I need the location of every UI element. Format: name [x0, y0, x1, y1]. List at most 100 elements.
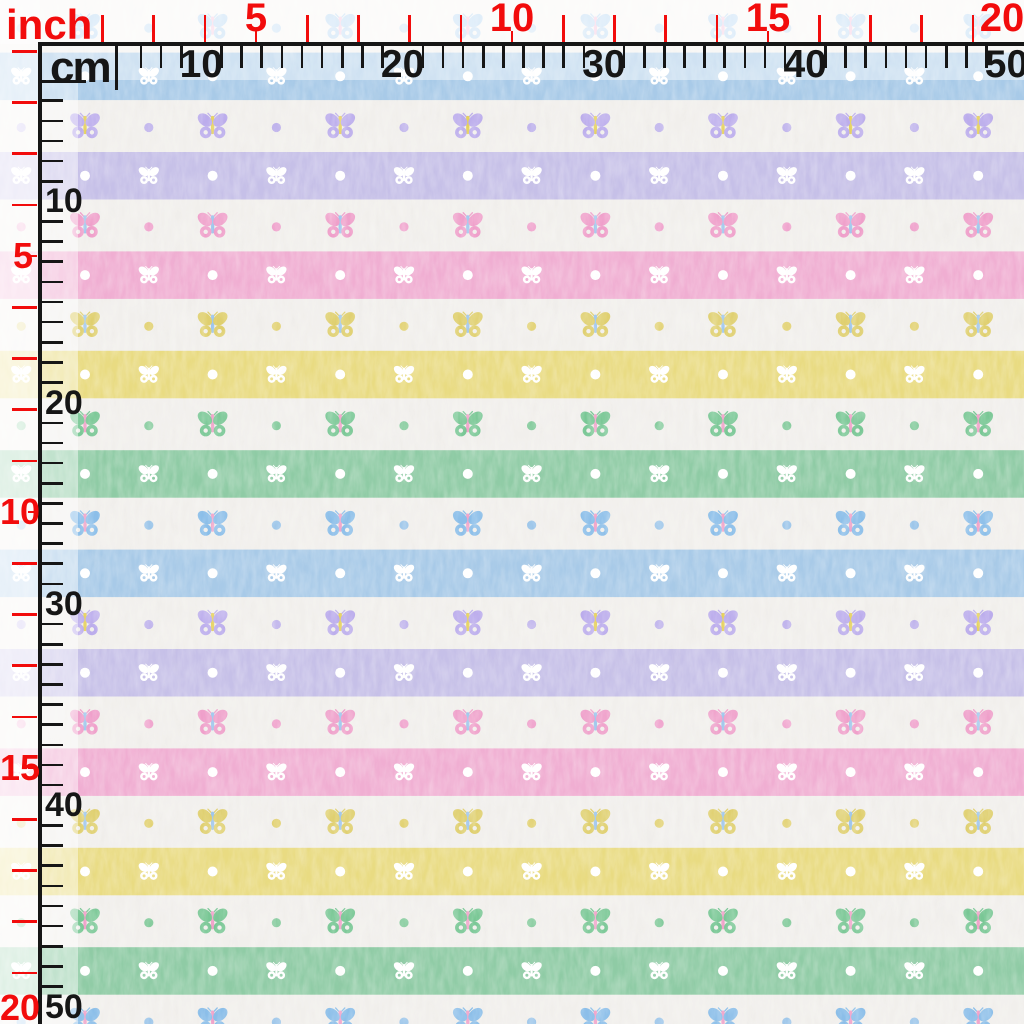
- left-cm-tick: [42, 260, 63, 264]
- left-cm-tick: [42, 743, 63, 747]
- left-cm-tick: [42, 542, 63, 545]
- top-cm-tick: [260, 46, 264, 68]
- top-inch-tick: [664, 15, 667, 42]
- left-cm-tick: [42, 421, 63, 425]
- left-cm-tick: [42, 965, 63, 968]
- left-cm-tick: [42, 461, 63, 465]
- top-cm-tick: [240, 46, 243, 68]
- left-inch-tick: [12, 357, 37, 360]
- top-cm-number: 50: [984, 43, 1024, 86]
- left-cm-tick: [42, 280, 63, 284]
- left-cm-tick: [42, 361, 63, 364]
- top-cm-tick: [502, 46, 505, 68]
- left-inch-tick: [12, 664, 37, 667]
- left-cm-tick: [42, 683, 63, 686]
- top-cm-tick: [481, 46, 485, 68]
- top-cm-tick: [642, 46, 646, 68]
- left-inch-number: 15: [0, 747, 41, 788]
- cm-unit-label: cm: [50, 43, 112, 92]
- top-inch-tick: [408, 15, 411, 42]
- top-cm-tick: [884, 46, 888, 68]
- top-cm-tick: [522, 46, 525, 68]
- left-cm-tick: [42, 562, 63, 566]
- left-inch-tick: [12, 101, 37, 104]
- left-inch-tick: [12, 613, 37, 616]
- left-inch-number: 20: [0, 987, 41, 1024]
- left-cm-tick: [42, 824, 63, 827]
- left-cm-tick: [42, 924, 63, 928]
- left-inch-tick: [12, 715, 37, 719]
- left-cm-tick: [42, 642, 63, 646]
- top-cm-tick: [864, 46, 867, 68]
- left-cm-number: 30: [45, 584, 83, 623]
- left-cm-tick: [42, 502, 63, 505]
- top-inch-tick: [203, 15, 207, 42]
- left-inch-tick: [12, 562, 37, 565]
- left-cm-tick: [42, 220, 63, 223]
- left-inch-tick: [12, 152, 37, 155]
- left-inch-tick: [12, 920, 37, 923]
- top-cm-tick: [723, 46, 727, 68]
- top-cm-tick: [562, 46, 566, 68]
- left-cm-number: 20: [45, 383, 83, 422]
- top-cm-number: 10: [179, 43, 223, 86]
- top-cm-number: 40: [783, 43, 827, 86]
- left-cm-tick: [42, 904, 63, 908]
- left-inch-number: 10: [0, 491, 41, 532]
- left-cm-number: 40: [45, 786, 83, 825]
- top-cm-tick: [280, 46, 284, 68]
- left-cm-number: 50: [45, 987, 83, 1024]
- left-cm-tick: [42, 944, 63, 948]
- top-cm-tick: [743, 46, 747, 68]
- top-inch-tick: [459, 15, 463, 42]
- left-cm-tick: [42, 341, 63, 344]
- left-inch-tick: [12, 203, 37, 207]
- top-cm-tick: [965, 46, 968, 68]
- top-cm-tick: [542, 46, 545, 68]
- left-cm-tick: [42, 300, 63, 304]
- left-cm-tick: [42, 703, 63, 706]
- left-cm-tick: [42, 522, 63, 525]
- left-inch-tick: [12, 459, 37, 463]
- left-cm-tick: [42, 481, 63, 485]
- left-cm-tick: [42, 240, 63, 243]
- top-inch-number: 5: [244, 0, 268, 40]
- top-cm-tick: [341, 46, 344, 68]
- left-inch-tick: [12, 869, 37, 872]
- left-cm-number: 10: [45, 182, 83, 221]
- left-cm-tick: [42, 622, 63, 626]
- top-cm-tick: [663, 46, 666, 68]
- top-cm-number: 30: [582, 43, 626, 86]
- left-inch-tick: [12, 306, 37, 309]
- left-inch-tick: [12, 50, 37, 53]
- top-cm-tick: [924, 46, 928, 68]
- top-inch-tick: [869, 15, 872, 42]
- left-cm-tick: [42, 763, 63, 767]
- top-cm-tick: [944, 46, 948, 68]
- inch-unit-label: inch: [6, 1, 93, 48]
- left-cm-tick: [42, 723, 63, 727]
- top-inch-number: 10: [489, 0, 535, 40]
- top-cm-tick: [300, 46, 304, 68]
- left-cm-tick: [42, 119, 63, 123]
- top-inch-tick: [818, 15, 821, 42]
- left-cm-tick: [42, 441, 63, 445]
- top-cm-tick: [320, 46, 324, 68]
- cm-ruler-left-line: [38, 42, 42, 1024]
- left-cm-tick: [42, 884, 63, 888]
- top-cm-tick: [361, 46, 364, 68]
- top-inch-tick: [152, 15, 155, 42]
- left-cm-tick: [42, 99, 63, 103]
- left-inch-tick: [12, 971, 37, 975]
- top-cm-tick: [763, 46, 767, 68]
- left-inch-tick: [12, 408, 37, 411]
- left-cm-tick: [42, 663, 63, 666]
- left-cm-tick: [42, 844, 63, 847]
- left-cm-tick: [42, 864, 63, 867]
- top-cm-tick: [844, 46, 847, 68]
- top-cm-tick: [703, 46, 706, 68]
- top-cm-tick: [683, 46, 686, 68]
- top-inch-tick: [101, 15, 104, 42]
